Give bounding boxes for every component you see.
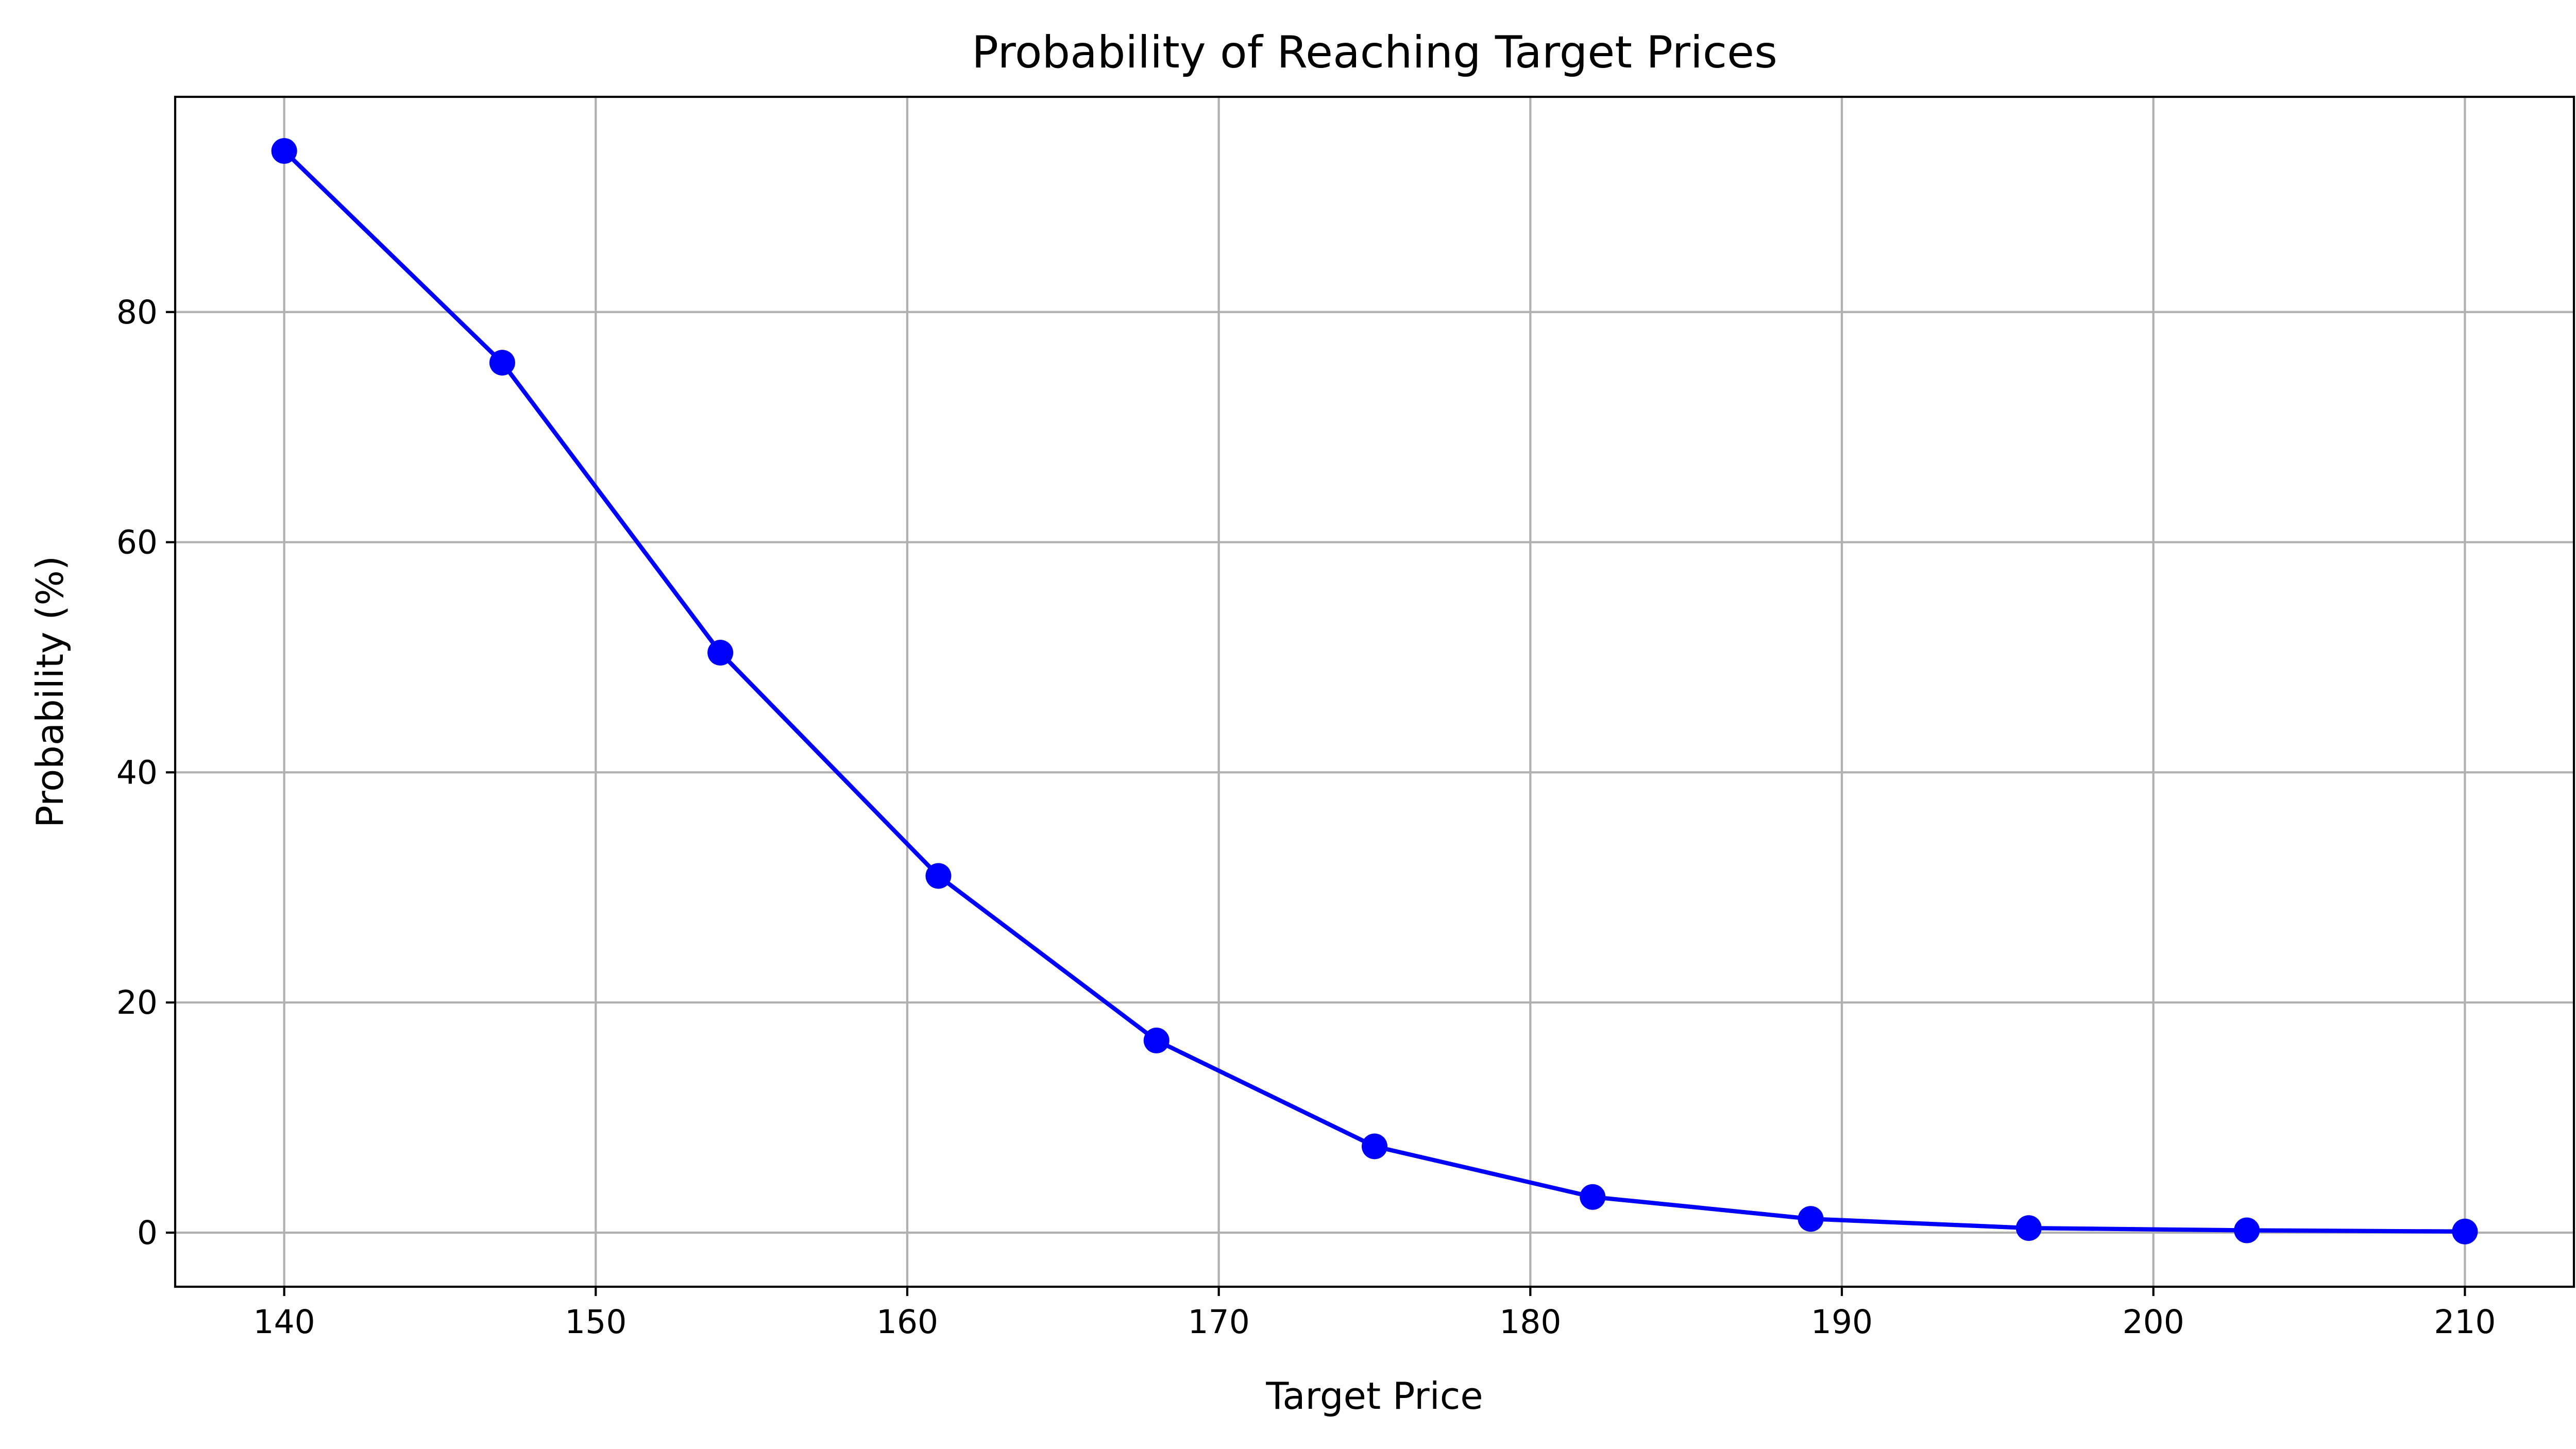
x-tick-label: 180 [1499, 1303, 1561, 1341]
x-tick-label: 160 [876, 1303, 938, 1341]
data-point [2234, 1217, 2260, 1243]
x-tick-label: 140 [253, 1303, 315, 1341]
plot-area-frame [174, 95, 2575, 1288]
y-tick-label: 80 [116, 294, 158, 331]
data-point [271, 138, 297, 164]
data-point [1798, 1206, 1824, 1232]
axis-ticks: 140 150 160 170 180 190 200 210 0 20 40 60 80 [116, 294, 2496, 1341]
chart-title: Probability of Reaching Target Prices [972, 27, 1777, 78]
data-point [489, 350, 515, 376]
y-tick-label: 20 [116, 984, 158, 1021]
x-axis-label: Target Price [1265, 1374, 1483, 1418]
x-tick-label: 210 [2434, 1303, 2496, 1341]
data-point [2452, 1218, 2478, 1245]
x-tick-label: 170 [1188, 1303, 1250, 1341]
grid [175, 97, 2574, 1287]
x-tick-label: 200 [2123, 1303, 2184, 1341]
data-point [1143, 1027, 1170, 1053]
data-point [925, 863, 952, 889]
y-tick-label: 40 [116, 754, 158, 791]
data-point [1362, 1133, 1387, 1160]
data-point [2015, 1215, 2042, 1241]
y-axis-label: Probability (%) [28, 556, 72, 828]
y-tick-label: 0 [137, 1214, 158, 1252]
x-tick-label: 190 [1811, 1303, 1873, 1341]
data-series [271, 138, 2478, 1245]
y-tick-label: 60 [116, 524, 158, 561]
data-point [1580, 1184, 1606, 1210]
x-tick-label: 150 [565, 1303, 626, 1341]
data-point [707, 640, 734, 666]
